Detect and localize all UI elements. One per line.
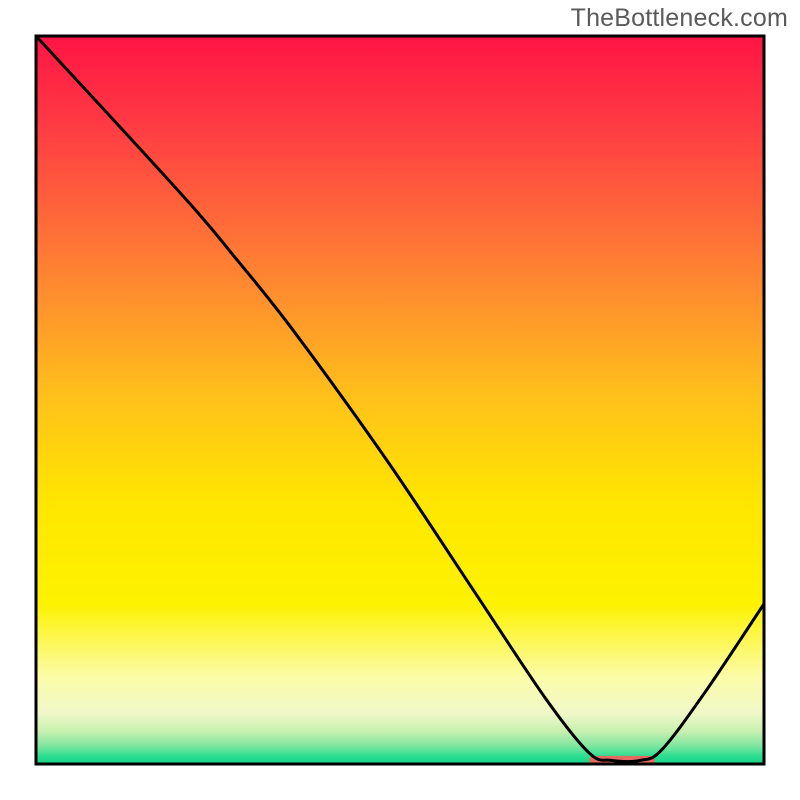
- bottleneck-curve-chart: [0, 0, 800, 800]
- chart-background-gradient: [36, 36, 764, 764]
